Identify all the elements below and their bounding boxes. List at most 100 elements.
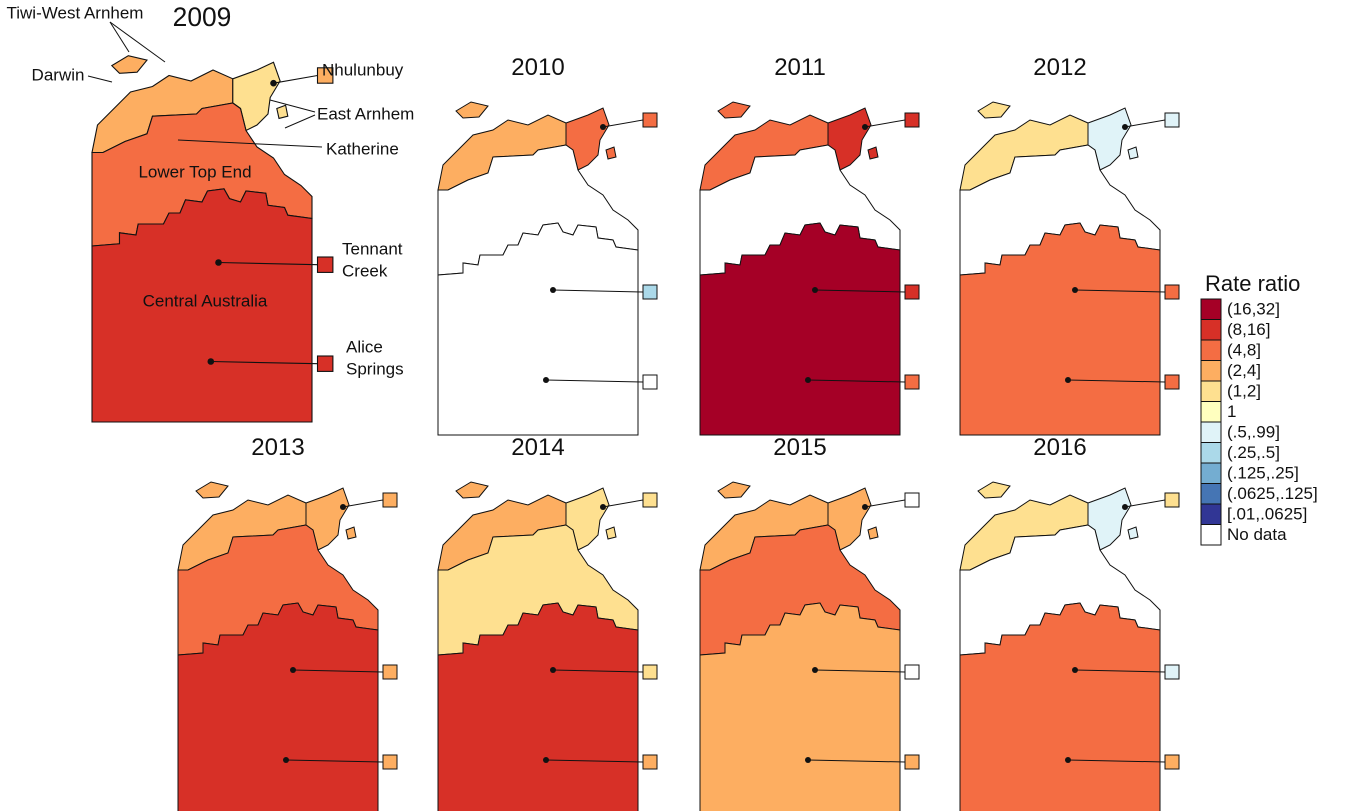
- leader-line: [545, 759, 644, 763]
- legend-swatch: [1200, 339, 1222, 361]
- annotation: Central Australia: [143, 291, 268, 310]
- annotation: Creek: [342, 261, 388, 280]
- annotation-leader: [284, 114, 316, 129]
- leader-line: [602, 499, 644, 508]
- town-dot: [812, 667, 818, 673]
- annotation-leader: [109, 21, 166, 63]
- town-box: [642, 112, 658, 128]
- legend-label: (.0625,.125]: [1227, 484, 1318, 503]
- map-panel: 2012: [959, 54, 1180, 436]
- legend-label: (16,32]: [1227, 299, 1280, 318]
- leader-line: [1124, 119, 1166, 128]
- town-box: [1164, 284, 1180, 300]
- town-dot: [543, 757, 549, 763]
- legend: Rate ratio(16,32](8,16](4,8](2,4](1,2]1(…: [1200, 271, 1318, 546]
- legend-label: (.25,.5]: [1227, 443, 1280, 462]
- town-box: [904, 754, 920, 770]
- legend-swatch: [1200, 401, 1222, 423]
- leader-line: [1074, 669, 1166, 673]
- town-dot: [1065, 377, 1071, 383]
- legend-swatch: [1200, 380, 1222, 402]
- leader-line: [1067, 759, 1166, 763]
- town-dot: [215, 259, 222, 266]
- town-box: [642, 284, 658, 300]
- town-box: [316, 355, 334, 372]
- annotation: Alice: [346, 337, 383, 356]
- legend-swatch: [1200, 360, 1222, 382]
- town-box: [904, 374, 920, 390]
- map-panel: 2010: [437, 54, 658, 436]
- legend-title: Rate ratio: [1205, 271, 1300, 296]
- town-dot: [1072, 287, 1078, 293]
- town-dot: [340, 504, 346, 510]
- annotation: Tiwi-West Arnhem: [7, 3, 144, 22]
- leader-line: [814, 289, 906, 293]
- legend-label: (.5,.99]: [1227, 422, 1280, 441]
- town-dot: [805, 757, 811, 763]
- town-dot: [550, 667, 556, 673]
- map-panel: 2016: [959, 434, 1180, 811]
- annotation: Darwin: [32, 65, 85, 84]
- annotation-leader: [87, 75, 113, 83]
- leader-line: [552, 289, 644, 293]
- town-dot: [270, 79, 277, 87]
- annotation-leader: [269, 99, 316, 113]
- region: [959, 602, 1161, 811]
- town-dot: [207, 358, 215, 365]
- year-title: 2011: [774, 54, 826, 81]
- town-dot: [862, 504, 868, 510]
- year-title: 2010: [511, 54, 564, 81]
- town-dot: [600, 124, 606, 130]
- town-dot: [600, 504, 606, 510]
- region: [827, 107, 879, 171]
- legend-swatch: [1200, 421, 1222, 443]
- legend-label: (2,4]: [1227, 361, 1261, 380]
- annotation: Katherine: [326, 139, 399, 158]
- legend-swatch: [1200, 319, 1222, 341]
- leader-line: [1124, 499, 1166, 508]
- legend-label: [.01,.0625]: [1227, 504, 1307, 523]
- town-box: [904, 112, 920, 128]
- town-box: [1164, 492, 1180, 508]
- town-dot: [543, 377, 549, 383]
- legend-swatch: [1200, 503, 1222, 525]
- legend-label: (1,2]: [1227, 381, 1261, 400]
- leader-line: [814, 669, 906, 673]
- map-panel: 2009: [91, 2, 334, 423]
- town-box: [642, 754, 658, 770]
- year-title: 2016: [1033, 434, 1086, 461]
- legend-swatch: [1200, 462, 1222, 484]
- leader-line: [807, 759, 906, 763]
- leader-line: [864, 119, 906, 128]
- town-box: [1164, 664, 1180, 680]
- region: [177, 602, 379, 811]
- town-dot: [812, 287, 818, 293]
- town-dot: [805, 377, 811, 383]
- region: [959, 222, 1161, 436]
- legend-swatch: [1200, 442, 1222, 464]
- town-box: [316, 256, 334, 273]
- annotation: Nhulunbuy: [322, 60, 404, 79]
- leader-line: [210, 360, 318, 365]
- year-title: 2013: [251, 434, 304, 461]
- annotation: Tennant: [342, 239, 403, 258]
- legend-label: 1: [1227, 402, 1236, 421]
- leader-line: [342, 499, 384, 508]
- region: [699, 602, 901, 811]
- map-panel: 2015: [699, 434, 920, 811]
- annotation: Springs: [346, 359, 404, 378]
- town-box: [904, 664, 920, 680]
- year-title: 2015: [773, 434, 826, 461]
- town-box: [904, 492, 920, 508]
- annotation-leader: [109, 21, 130, 53]
- town-dot: [1065, 757, 1071, 763]
- leader-line: [1067, 379, 1166, 383]
- town-dot: [550, 287, 556, 293]
- town-box: [1164, 754, 1180, 770]
- region: [437, 222, 639, 436]
- town-dot: [1122, 504, 1128, 510]
- town-box: [382, 754, 398, 770]
- legend-label: No data: [1227, 525, 1287, 544]
